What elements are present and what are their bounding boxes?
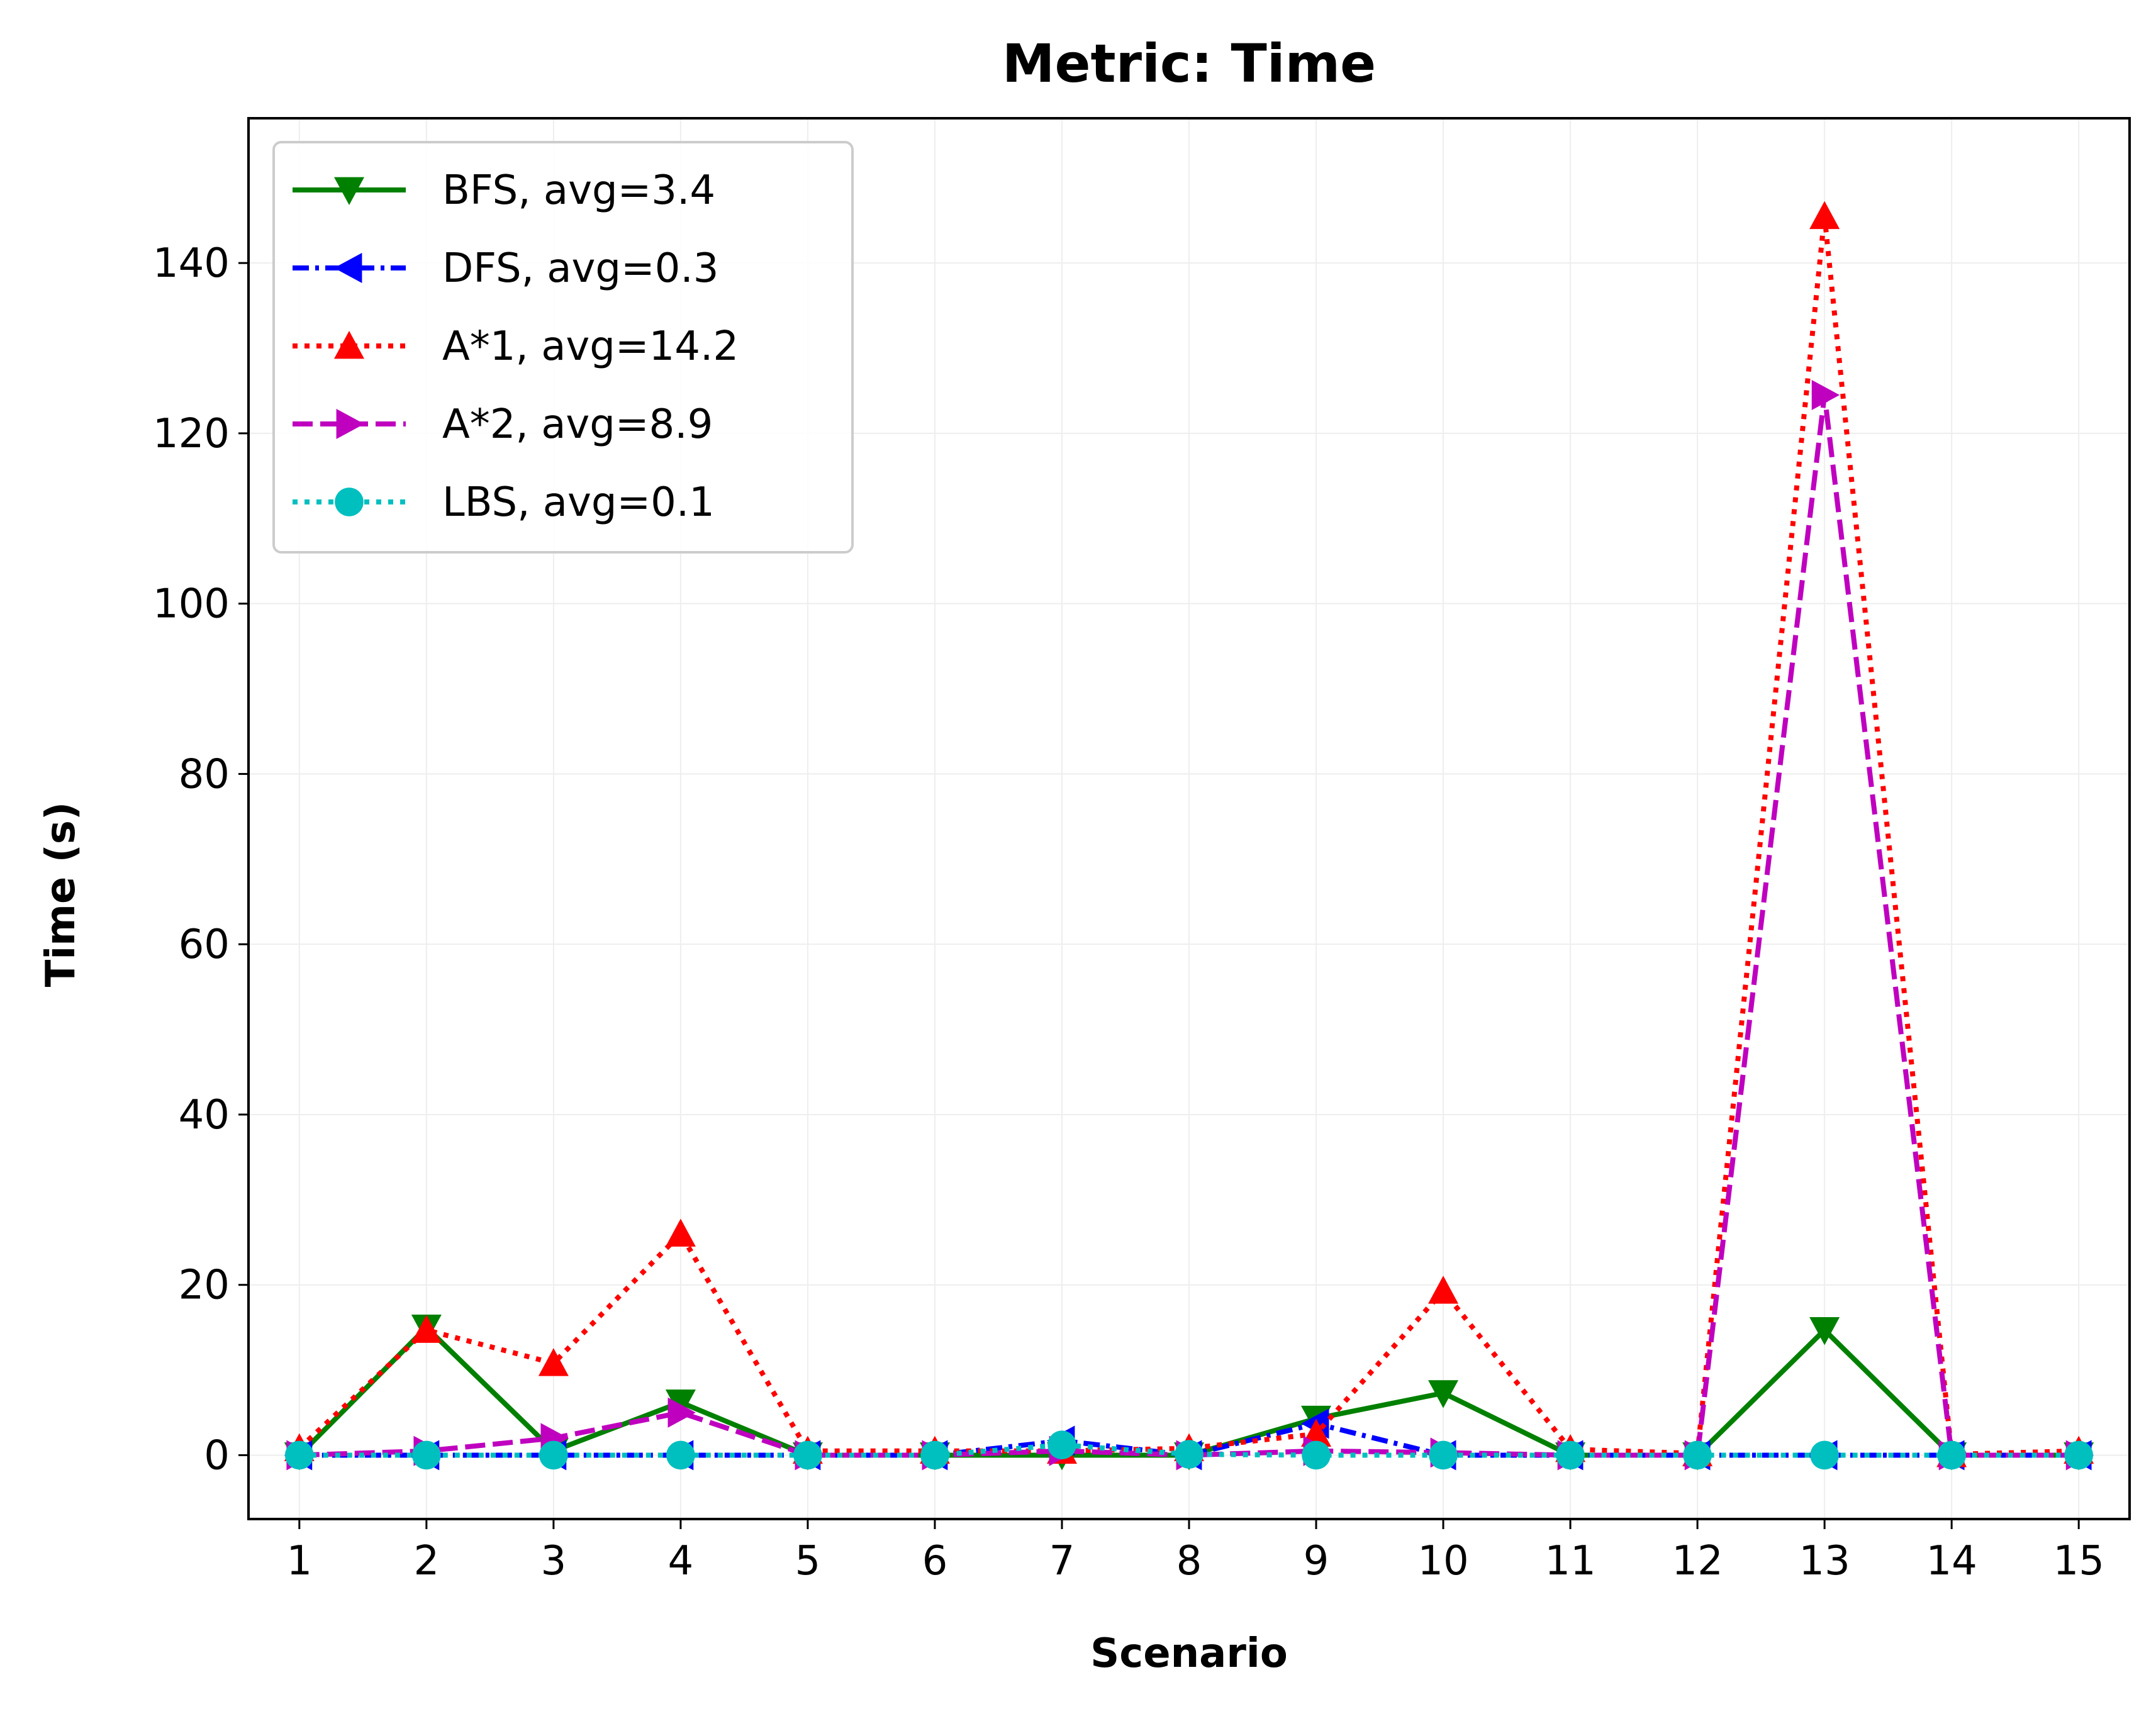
data-point xyxy=(1809,201,1840,230)
y-tick-label: 80 xyxy=(179,751,230,798)
legend-item: DFS, avg=0.3 xyxy=(293,245,718,292)
data-point xyxy=(1810,1440,1839,1470)
data-point xyxy=(334,253,362,283)
legend-box xyxy=(272,141,854,554)
x-tick-label: 2 xyxy=(413,1538,439,1584)
legend-label: LBS, avg=0.1 xyxy=(442,479,715,526)
data-point xyxy=(412,1440,441,1470)
data-point xyxy=(285,1440,314,1470)
data-point xyxy=(1937,1440,1966,1470)
legend-label: A*2, avg=8.9 xyxy=(442,401,713,448)
data-point xyxy=(666,1440,695,1470)
legend-label: BFS, avg=3.4 xyxy=(442,167,715,214)
x-tick-label: 6 xyxy=(922,1538,948,1584)
data-point xyxy=(2064,1440,2093,1470)
y-axis-label: Time (s) xyxy=(38,802,84,988)
series-5 xyxy=(285,1430,2093,1470)
x-tick-label: 12 xyxy=(1672,1538,1723,1584)
data-point xyxy=(665,1218,696,1247)
x-axis-label: Scenario xyxy=(1090,1630,1288,1677)
legend-item: A*2, avg=8.9 xyxy=(293,401,713,448)
series-layer xyxy=(284,201,2094,1471)
x-tick-label: 8 xyxy=(1176,1538,1202,1584)
legend-item: LBS, avg=0.1 xyxy=(293,479,715,526)
x-tick-label: 13 xyxy=(1799,1538,1850,1584)
legend: BFS, avg=3.4 DFS, avg=0.3 A*1, avg=14.2 A*2… xyxy=(272,141,854,554)
legend-item: BFS, avg=3.4 xyxy=(293,167,715,214)
x-tick-label: 1 xyxy=(286,1538,312,1584)
data-point xyxy=(1556,1440,1585,1470)
y-tick-label: 20 xyxy=(179,1262,230,1309)
x-axis-ticks: 1 2 3 4 5 6 7 8 9 10 11 12 13 14 15 xyxy=(286,1519,2104,1584)
series-line xyxy=(299,1442,2079,1458)
x-tick-label: 15 xyxy=(2053,1538,2104,1584)
data-point xyxy=(1047,1430,1076,1460)
data-point xyxy=(336,409,364,439)
data-point xyxy=(411,1315,442,1343)
legend-label: DFS, avg=0.3 xyxy=(442,245,718,292)
chart-title: Metric: Time xyxy=(1002,33,1376,94)
x-tick-label: 14 xyxy=(1926,1538,1977,1584)
x-tick-label: 11 xyxy=(1544,1538,1595,1584)
data-point xyxy=(1429,1440,1458,1470)
series-line xyxy=(298,213,2079,1457)
legend-item: A*1, avg=14.2 xyxy=(293,323,739,370)
x-tick-label: 5 xyxy=(795,1538,821,1584)
y-tick-label: 100 xyxy=(153,581,230,628)
data-point xyxy=(1302,1440,1331,1470)
y-tick-label: 40 xyxy=(179,1092,230,1138)
data-point xyxy=(335,487,364,516)
y-tick-label: 140 xyxy=(153,240,230,287)
x-tick-label: 4 xyxy=(668,1538,694,1584)
data-point xyxy=(1811,379,1840,410)
data-point xyxy=(539,1440,568,1470)
data-point xyxy=(1683,1440,1712,1470)
data-point xyxy=(334,331,364,359)
y-axis-ticks: 0 20 40 60 80 100 120 140 xyxy=(153,240,249,1479)
data-point xyxy=(793,1440,822,1470)
legend-label: A*1, avg=14.2 xyxy=(442,323,739,370)
data-point xyxy=(1428,1380,1459,1408)
data-point xyxy=(334,177,364,205)
y-tick-label: 60 xyxy=(179,921,230,968)
data-point xyxy=(665,1389,696,1418)
x-tick-label: 9 xyxy=(1304,1538,1329,1584)
data-point xyxy=(667,1397,696,1428)
x-tick-label: 10 xyxy=(1417,1538,1468,1584)
data-point xyxy=(1809,1317,1840,1345)
data-point xyxy=(538,1348,569,1376)
y-tick-label: 120 xyxy=(153,411,230,457)
data-point xyxy=(920,1440,949,1470)
x-tick-label: 7 xyxy=(1049,1538,1075,1584)
x-tick-label: 3 xyxy=(541,1538,567,1584)
y-tick-label: 0 xyxy=(204,1432,230,1479)
data-point xyxy=(1175,1440,1204,1469)
data-point xyxy=(1428,1276,1459,1304)
